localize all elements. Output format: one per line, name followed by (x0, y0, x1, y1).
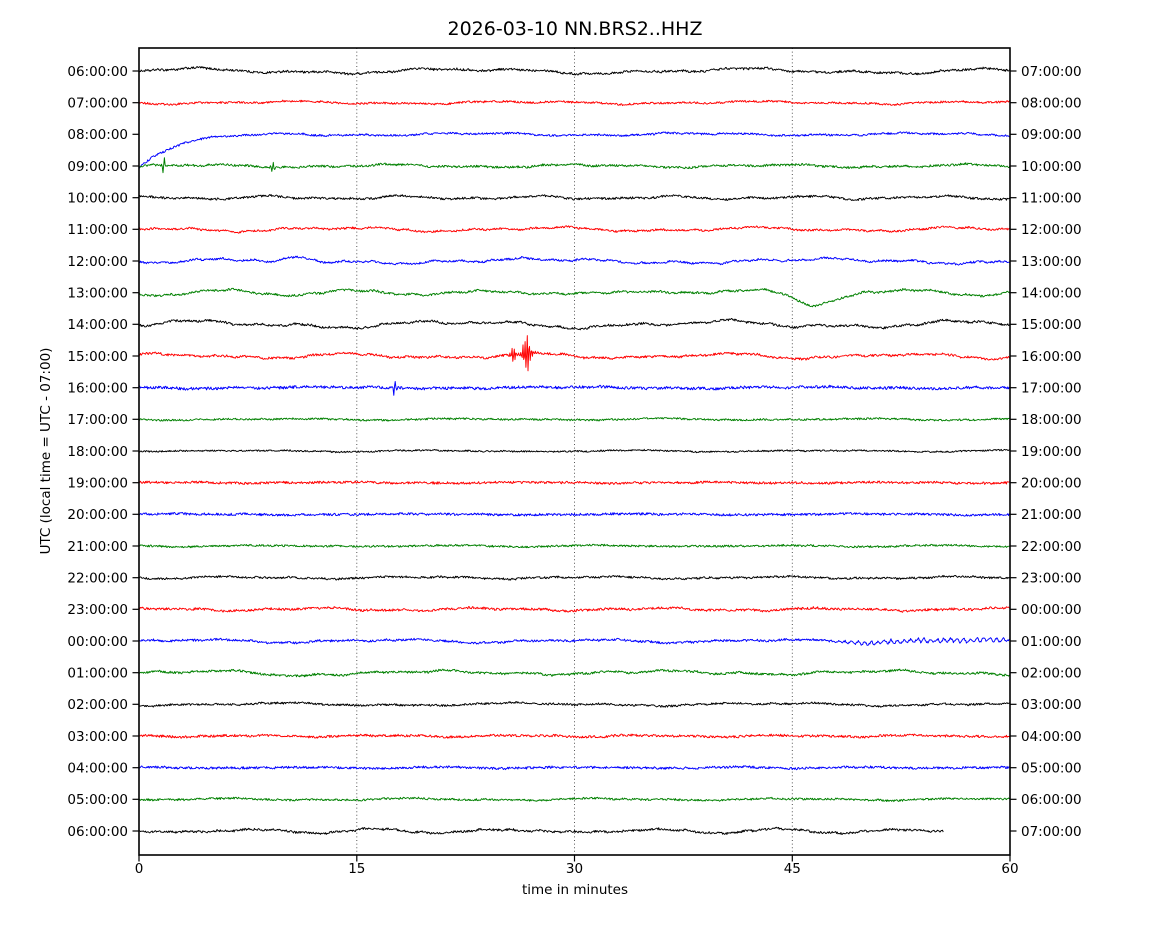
trace-100000 (138, 194, 1011, 201)
y-tick-label-local: 09:00:00 (1021, 127, 1082, 143)
y-tick-label-local: 07:00:00 (1021, 64, 1082, 80)
y-axis-label: UTC (local time = UTC - 07:00) (38, 348, 54, 555)
y-tick-label-utc: 13:00:00 (67, 286, 128, 302)
y-tick-label-utc: 01:00:00 (67, 666, 128, 682)
y-tick-label-utc: 17:00:00 (67, 412, 128, 428)
y-tick-label-local: 01:00:00 (1021, 634, 1082, 650)
trace-170000 (138, 417, 1011, 422)
trace-050000 (138, 796, 1011, 803)
y-tick-label-utc: 12:00:00 (67, 254, 128, 270)
trace-060000 (138, 66, 1011, 76)
y-tick-label-local: 03:00:00 (1021, 697, 1082, 713)
y-tick-label-utc: 00:00:00 (67, 634, 128, 650)
y-tick-label-local: 08:00:00 (1021, 96, 1082, 112)
x-tick-label: 60 (1001, 861, 1018, 877)
trace-180000 (138, 448, 1011, 454)
x-axis-label: time in minutes (522, 882, 628, 898)
y-tick-label-utc: 06:00:00 (67, 824, 128, 840)
trace-020000 (138, 701, 1011, 708)
trace-150000 (138, 335, 1011, 372)
y-tick-label-utc: 19:00:00 (67, 476, 128, 492)
trace-230000 (138, 606, 1011, 613)
y-tick-label-local: 04:00:00 (1021, 729, 1082, 745)
y-tick-label-utc: 05:00:00 (67, 792, 128, 808)
y-tick-label-local: 21:00:00 (1021, 507, 1082, 523)
y-tick-label-utc: 14:00:00 (67, 317, 128, 333)
trace-190000 (138, 480, 1011, 486)
trace-060000 (138, 826, 944, 835)
trace-090000 (138, 157, 1011, 174)
x-tick-label: 45 (784, 861, 801, 877)
y-tick-label-local: 02:00:00 (1021, 666, 1082, 682)
trace-220000 (138, 574, 1011, 581)
y-tick-label-utc: 18:00:00 (67, 444, 128, 460)
trace-110000 (138, 225, 1011, 234)
y-tick-label-local: 20:00:00 (1021, 476, 1082, 492)
y-tick-label-local: 07:00:00 (1021, 824, 1082, 840)
y-tick-label-local: 22:00:00 (1021, 539, 1082, 555)
trace-040000 (138, 765, 1011, 771)
y-tick-label-utc: 10:00:00 (67, 191, 128, 207)
y-tick-label-local: 18:00:00 (1021, 412, 1082, 428)
y-tick-label-local: 17:00:00 (1021, 381, 1082, 397)
y-tick-label-utc: 08:00:00 (67, 127, 128, 143)
y-tick-label-local: 00:00:00 (1021, 602, 1082, 618)
trace-030000 (138, 733, 1011, 739)
y-tick-label-local: 13:00:00 (1021, 254, 1082, 270)
y-tick-label-local: 10:00:00 (1021, 159, 1082, 175)
trace-120000 (138, 255, 1011, 266)
y-tick-label-local: 05:00:00 (1021, 761, 1082, 777)
x-tick-label: 0 (135, 861, 144, 877)
y-tick-label-local: 06:00:00 (1021, 792, 1082, 808)
trace-070000 (138, 99, 1011, 107)
x-tick-label: 30 (566, 861, 583, 877)
x-tick-label: 15 (348, 861, 365, 877)
y-tick-label-local: 16:00:00 (1021, 349, 1082, 365)
y-tick-label-utc: 16:00:00 (67, 381, 128, 397)
y-tick-label-local: 19:00:00 (1021, 444, 1082, 460)
trace-210000 (138, 543, 1010, 549)
chart-title: 2026-03-10 NN.BRS2..HHZ (448, 18, 703, 40)
y-tick-label-utc: 23:00:00 (67, 602, 128, 618)
y-tick-label-utc: 04:00:00 (67, 761, 128, 777)
trace-010000 (138, 668, 1011, 678)
y-tick-label-utc: 02:00:00 (67, 697, 128, 713)
y-tick-label-utc: 09:00:00 (67, 159, 128, 175)
y-tick-label-utc: 21:00:00 (67, 539, 128, 555)
y-tick-label-local: 12:00:00 (1021, 222, 1082, 238)
y-tick-label-utc: 07:00:00 (67, 96, 128, 112)
y-tick-label-utc: 15:00:00 (67, 349, 128, 365)
plot-area: 06:00:00 07:00:00 07:00:00 08:00:00 08:00:00… (67, 47, 1082, 877)
trace-000000 (138, 637, 1010, 646)
y-tick-label-utc: 03:00:00 (67, 729, 128, 745)
trace-130000 (138, 287, 1011, 308)
y-tick-label-local: 14:00:00 (1021, 286, 1082, 302)
y-tick-label-utc: 11:00:00 (67, 222, 128, 238)
y-tick-label-local: 15:00:00 (1021, 317, 1082, 333)
trace-140000 (138, 318, 1011, 331)
y-tick-label-utc: 22:00:00 (67, 571, 128, 587)
y-tick-label-utc: 06:00:00 (67, 64, 128, 80)
trace-200000 (139, 512, 1011, 517)
y-tick-label-local: 23:00:00 (1021, 571, 1082, 587)
trace-160000 (138, 381, 1011, 396)
y-tick-label-local: 11:00:00 (1021, 191, 1082, 207)
y-tick-label-utc: 20:00:00 (67, 507, 128, 523)
trace-080000 (138, 131, 1011, 170)
